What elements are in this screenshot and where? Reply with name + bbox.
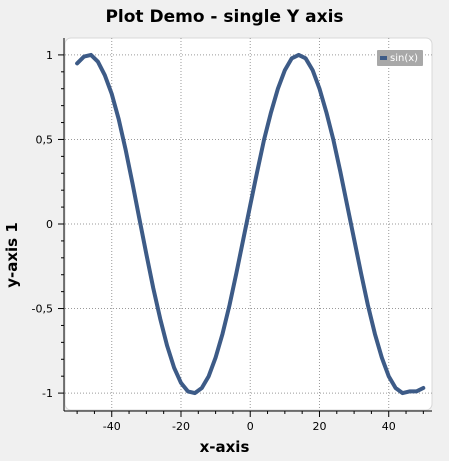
data-point-0-49 xyxy=(415,390,418,393)
y-tick-label-2: 0 xyxy=(46,218,53,231)
data-point-0-37 xyxy=(332,138,335,141)
y-tick-label-4: 1 xyxy=(46,49,53,62)
axes xyxy=(58,38,432,417)
data-point-0-50 xyxy=(422,386,425,390)
data-point-0-15 xyxy=(179,381,183,385)
data-point-0-6 xyxy=(117,117,120,121)
data-point-0-28 xyxy=(269,111,273,114)
data-point-0-42 xyxy=(366,303,370,307)
data-point-0-29 xyxy=(276,87,280,90)
data-point-0-47 xyxy=(401,391,404,395)
x-tick-label-1: -20 xyxy=(172,420,190,433)
data-point-0-25 xyxy=(249,204,252,207)
data-point-0-34 xyxy=(311,68,314,72)
data-point-0-41 xyxy=(359,271,363,275)
data-point-0-12 xyxy=(159,317,162,320)
data-point-0-38 xyxy=(339,170,342,173)
data-point-0-3 xyxy=(96,60,100,63)
data-point-0-4 xyxy=(103,74,107,77)
grid xyxy=(65,38,432,410)
data-point-0-31 xyxy=(290,57,293,60)
y-tick-label-3: 0,5 xyxy=(36,133,54,146)
data-point-0-39 xyxy=(345,204,349,207)
data-point-0-10 xyxy=(145,253,148,256)
x-tick-label-2: 0 xyxy=(247,420,254,433)
x-tick-label-3: 20 xyxy=(312,420,326,433)
legend-label-sin: sin(x) xyxy=(390,52,419,64)
data-point-0-21 xyxy=(221,332,224,336)
data-point-0-0 xyxy=(75,62,79,65)
data-point-0-18 xyxy=(200,386,203,390)
y-tick-label-1: -0,5 xyxy=(32,303,53,316)
x-tick-label-0: -40 xyxy=(103,420,121,433)
data-point-0-1 xyxy=(82,55,86,58)
legend-swatch-sin xyxy=(380,56,387,60)
data-point-0-23 xyxy=(235,271,238,275)
data-point-0-8 xyxy=(131,182,134,185)
data-point-0-40 xyxy=(352,238,356,241)
data-point-0-2 xyxy=(89,53,93,57)
legend[interactable]: sin(x) xyxy=(377,50,423,66)
data-point-0-16 xyxy=(186,390,190,393)
chart-title: Plot Demo - single Y axis xyxy=(105,7,344,27)
data-point-0-33 xyxy=(304,57,307,60)
data-point-0-22 xyxy=(228,303,231,307)
data-point-0-17 xyxy=(193,391,197,395)
y-tick-label-0: -1 xyxy=(42,387,53,400)
tick-labels: -40 -20 0 20 40 -1 -0,5 0 0,5 1 xyxy=(32,49,396,433)
data-point-0-32 xyxy=(297,53,300,57)
data-point-0-30 xyxy=(283,68,287,72)
data-point-0-45 xyxy=(387,374,390,378)
x-axis-label: x-axis xyxy=(199,438,250,456)
data-point-0-46 xyxy=(394,386,397,390)
data-point-0-44 xyxy=(380,356,383,359)
data-point-0-13 xyxy=(165,344,169,347)
data-point-0-35 xyxy=(318,87,321,90)
data-point-0-43 xyxy=(373,332,377,336)
data-point-0-14 xyxy=(172,366,176,369)
data-point-0-26 xyxy=(255,170,259,173)
data-point-0-24 xyxy=(242,238,245,241)
series-layer xyxy=(75,52,426,396)
data-point-0-7 xyxy=(124,148,127,151)
data-point-0-48 xyxy=(408,390,411,393)
x-tick-label-4: 40 xyxy=(382,420,396,433)
data-point-0-5 xyxy=(110,92,113,96)
data-point-0-20 xyxy=(214,356,217,359)
data-point-0-36 xyxy=(325,111,328,114)
data-point-0-9 xyxy=(138,217,141,221)
data-point-0-19 xyxy=(207,374,210,378)
data-point-0-27 xyxy=(262,138,266,141)
data-point-0-11 xyxy=(152,287,155,290)
